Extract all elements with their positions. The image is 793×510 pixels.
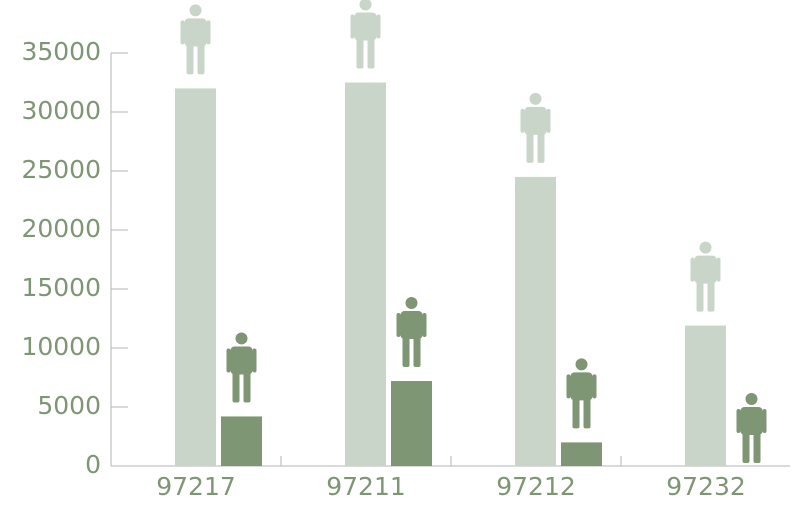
person-icon [736,393,767,463]
person-body [354,12,377,41]
person-leg [707,281,715,312]
bar [345,82,386,466]
person-body [570,372,593,401]
person-leg [742,433,750,463]
y-tick-label: 20000 [21,214,101,243]
person-body [230,346,253,375]
person-arm [376,14,381,39]
person-icon [566,358,597,429]
person-arm [396,313,401,338]
person-leg [402,337,410,368]
bar [561,442,602,466]
person-arm [592,374,597,399]
person-arm [226,348,231,373]
person-leg [583,398,591,429]
person-arm [762,409,767,433]
x-tick-label: 97217 [156,472,236,501]
person-icon [520,92,551,163]
y-tick-label: 30000 [21,96,101,125]
person-leg [197,44,205,75]
x-tick-label: 97212 [496,472,576,501]
person-icon [690,241,721,312]
person-icon [180,4,211,75]
person-head [359,0,372,11]
person-arm [520,108,525,133]
person-arm [736,409,741,433]
person-leg [572,398,580,429]
bar [221,416,262,466]
y-tick-label: 25000 [21,155,101,184]
person-leg [186,44,194,75]
y-tick-label: 10000 [21,332,101,361]
person-icon [350,0,381,69]
person-arm [252,348,257,373]
person-icon [226,332,257,403]
person-head [529,92,542,105]
person-head [699,241,712,254]
person-body [184,18,207,47]
person-head [189,4,202,17]
person-arm [180,20,185,45]
x-tick-label: 97211 [326,472,406,501]
person-leg [537,132,545,163]
person-head [575,358,588,371]
person-leg [696,281,704,312]
person-leg [753,433,761,463]
x-tick-label: 97232 [666,472,746,501]
y-tick-label: 5000 [37,391,101,420]
person-arm [422,313,427,338]
person-leg [232,372,240,403]
person-head [235,332,248,345]
person-body [740,407,763,435]
bar [175,88,216,467]
y-tick-label: 15000 [21,273,101,302]
bar [515,176,556,466]
person-arm [546,108,551,133]
person-arm [716,257,721,282]
person-body [524,106,547,135]
person-leg [526,132,534,163]
person-icon [396,297,427,368]
bar [685,325,726,466]
person-body [694,255,717,284]
person-arm [690,257,695,282]
person-head [405,297,418,310]
person-arm [206,20,211,45]
bar [391,381,432,466]
person-leg [243,372,251,403]
person-leg [367,38,375,69]
person-arm [350,14,355,39]
person-leg [413,337,421,368]
person-body [400,311,423,340]
person-arm [566,374,571,399]
y-tick-label: 0 [85,450,101,479]
person-leg [356,38,364,69]
person-head [745,393,758,405]
y-tick-label: 35000 [21,37,101,66]
